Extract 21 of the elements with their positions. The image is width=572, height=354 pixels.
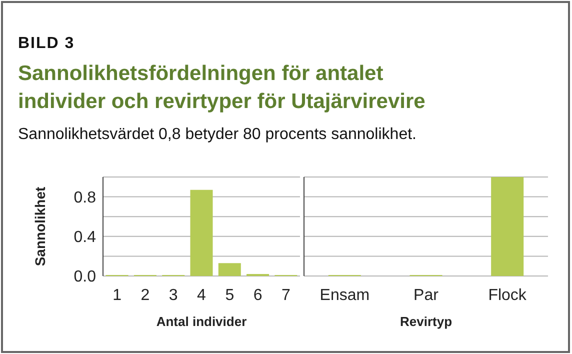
y-axis-title: Sannolikhet: [32, 186, 48, 266]
bar: [218, 263, 241, 276]
y-tick-label: 0.8: [74, 189, 96, 206]
x-tick-label: 3: [168, 287, 178, 304]
bar: [190, 190, 213, 276]
x-tick-label: Flock: [488, 287, 528, 304]
x-tick-label: Ensam: [320, 287, 370, 304]
x-axis-title: Antal individer: [156, 314, 247, 329]
x-tick-label: 6: [253, 287, 262, 304]
x-tick-label: 4: [197, 287, 206, 304]
x-tick-label: 1: [112, 287, 122, 304]
y-tick-label: 0.0: [74, 268, 96, 286]
x-tick-label: 2: [140, 287, 150, 304]
chart-title: Sannolikhetsfördelningen för antalet individer och revirtyper för Utajärvirevire: [18, 62, 426, 113]
text: BILD 3: [18, 35, 75, 52]
y-tick-label: 0.4: [74, 229, 96, 246]
x-tick-label: 5: [225, 287, 234, 304]
x-tick-label: 7: [281, 287, 290, 304]
x-axis-title: Revirtyp: [400, 314, 452, 329]
x-tick-label: Par: [414, 287, 440, 304]
chart-subtitle: Sannolikhetsvärdet 0,8 betyder 80 procents sannolikhet.: [18, 126, 416, 143]
